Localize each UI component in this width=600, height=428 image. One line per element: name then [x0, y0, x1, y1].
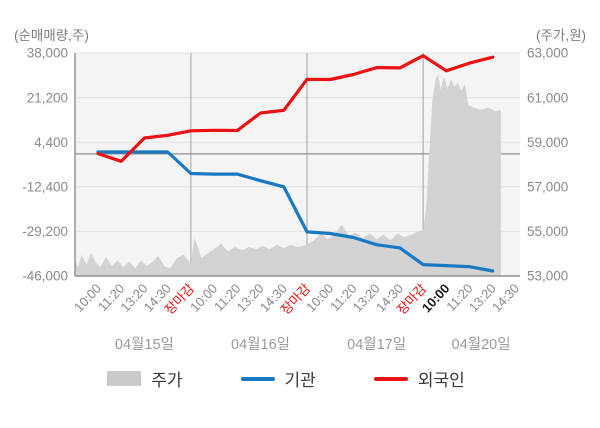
legend-label-foreigners: 외국인: [417, 371, 465, 390]
left-axis-title: (순매매량,주): [14, 28, 89, 43]
legend-item-foreigners[interactable]: 외국인: [373, 366, 465, 391]
right-axis-tick: 59,000: [527, 135, 568, 150]
line-series-외국인: [96, 54, 495, 163]
left-axis-tick: 21,200: [27, 90, 68, 105]
legend-label-institutions: 기관: [284, 371, 316, 390]
price-area-series: [74, 74, 501, 276]
left-axis-tick: 4,400: [34, 135, 68, 150]
legend-item-price[interactable]: 주가: [107, 366, 183, 391]
left-axis-tick: 38,000: [27, 46, 68, 61]
chart-legend: 주가 기관 외국인: [0, 366, 586, 391]
right-axis-tick: 55,000: [527, 224, 568, 239]
date-label: 04월17일: [347, 336, 406, 353]
left-axis-tick: -46,000: [22, 269, 68, 284]
price-netbuy-chart: 38,000 21,200 4,400 -12,400 -29,200 -46,000 63…: [14, 28, 586, 353]
institutions-line-swatch: [240, 376, 275, 381]
date-label: 04월20일: [452, 336, 511, 353]
foreigners-line-swatch: [373, 376, 408, 381]
right-axis-title: (주가,원): [536, 28, 586, 43]
line-series-기관: [96, 150, 495, 273]
x-tick-label: 14:30: [489, 281, 522, 315]
date-label: 04월16일: [231, 336, 290, 353]
left-axis-tick: -29,200: [22, 224, 68, 239]
legend-item-institutions[interactable]: 기관: [240, 366, 316, 391]
right-axis-tick: 57,000: [527, 180, 568, 195]
right-axis-tick: 61,000: [527, 90, 568, 105]
left-axis-tick: -12,400: [22, 180, 68, 195]
date-label: 04월15일: [115, 336, 174, 353]
right-axis-tick: 53,000: [527, 269, 568, 284]
legend-label-price: 주가: [151, 371, 183, 390]
right-axis-tick: 63,000: [527, 46, 568, 61]
price-area-swatch: [107, 371, 142, 386]
